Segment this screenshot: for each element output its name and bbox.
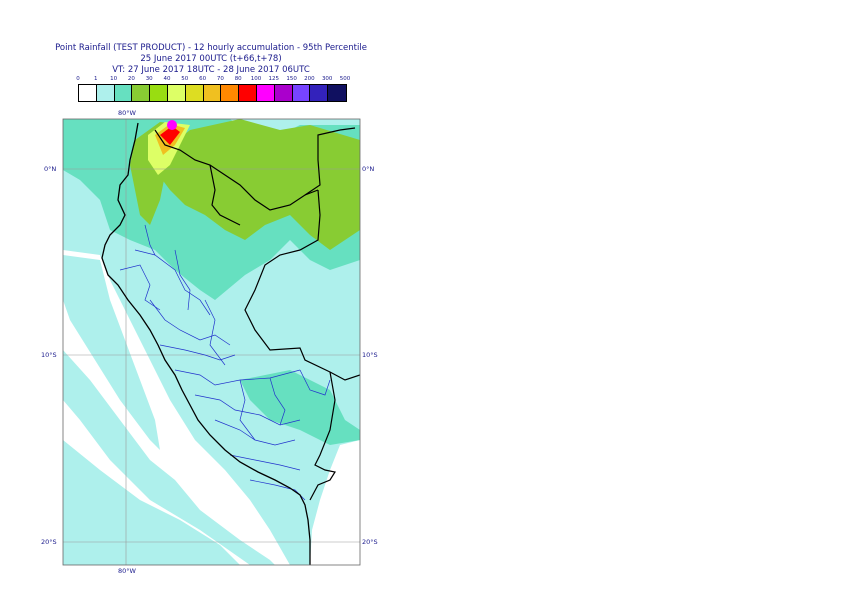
legend-swatch (167, 85, 186, 101)
legend-label: 30 (145, 76, 153, 82)
color-legend (78, 84, 347, 102)
lat-label-left-20s: 20°S (41, 538, 57, 546)
lat-label-right-10s: 10°S (362, 351, 378, 359)
lat-label-left-10s: 10°S (41, 351, 57, 359)
coastline (101, 122, 311, 565)
map-frame (62, 118, 361, 566)
valid-time: VT: 27 June 2017 18UTC - 28 June 2017 06… (112, 65, 310, 75)
legend-swatch (256, 85, 275, 101)
legend-label: 80 (234, 76, 242, 82)
legend-label: 150 (286, 76, 297, 82)
lat-label-left-0: 0°N (44, 165, 57, 173)
lat-label-right-20s: 20°S (362, 538, 378, 546)
legend-swatch (185, 85, 204, 101)
legend-swatch (96, 85, 115, 101)
legend-label: 50 (181, 76, 189, 82)
legend-swatch (239, 85, 257, 101)
legend-label: 500 (339, 76, 351, 82)
legend-label: 70 (216, 76, 224, 82)
lon-label-top: 80°W (118, 109, 136, 117)
legend-swatch (310, 85, 329, 101)
lon-label-bottom: 80°W (118, 567, 136, 575)
legend-label: 0 (76, 76, 80, 82)
legend-swatch (203, 85, 222, 101)
legend-label: 10 (110, 76, 118, 82)
legend-label: 100 (250, 76, 262, 82)
rain-area-mid-south (240, 370, 360, 445)
legend-label: 300 (321, 76, 333, 82)
run-time: 25 June 2017 00UTC (t+66,t+78) (140, 54, 282, 64)
legend-label: 125 (268, 76, 280, 82)
national-borders (154, 127, 360, 501)
rain-area-green (155, 119, 360, 250)
legend-label: 60 (199, 76, 207, 82)
lat-label-right-0: 0°N (362, 165, 375, 173)
rain-core-red (160, 126, 180, 145)
legend-swatch (132, 85, 151, 101)
rain-area-ocean-1 (63, 255, 160, 450)
legend-swatch (328, 85, 346, 101)
rain-area-ocean-3 (63, 440, 240, 565)
legend-label: 40 (163, 76, 171, 82)
legend-label: 20 (127, 76, 135, 82)
legend-labels: 0 1 10 20 30 40 50 60 70 80 100 125 150 200 300 500 (70, 76, 360, 85)
map-title: Point Rainfall (TEST PRODUCT) - 12 hourl… (55, 43, 367, 53)
legend-label: 200 (304, 76, 315, 82)
legend-swatch (114, 85, 133, 101)
legend-swatch (221, 85, 240, 101)
legend-swatch (292, 85, 311, 101)
rain-core-magenta (167, 120, 177, 130)
legend-swatch (79, 85, 97, 101)
legend-swatch (150, 85, 168, 101)
legend-label: 1 (94, 76, 98, 82)
legend-swatch (274, 85, 293, 101)
